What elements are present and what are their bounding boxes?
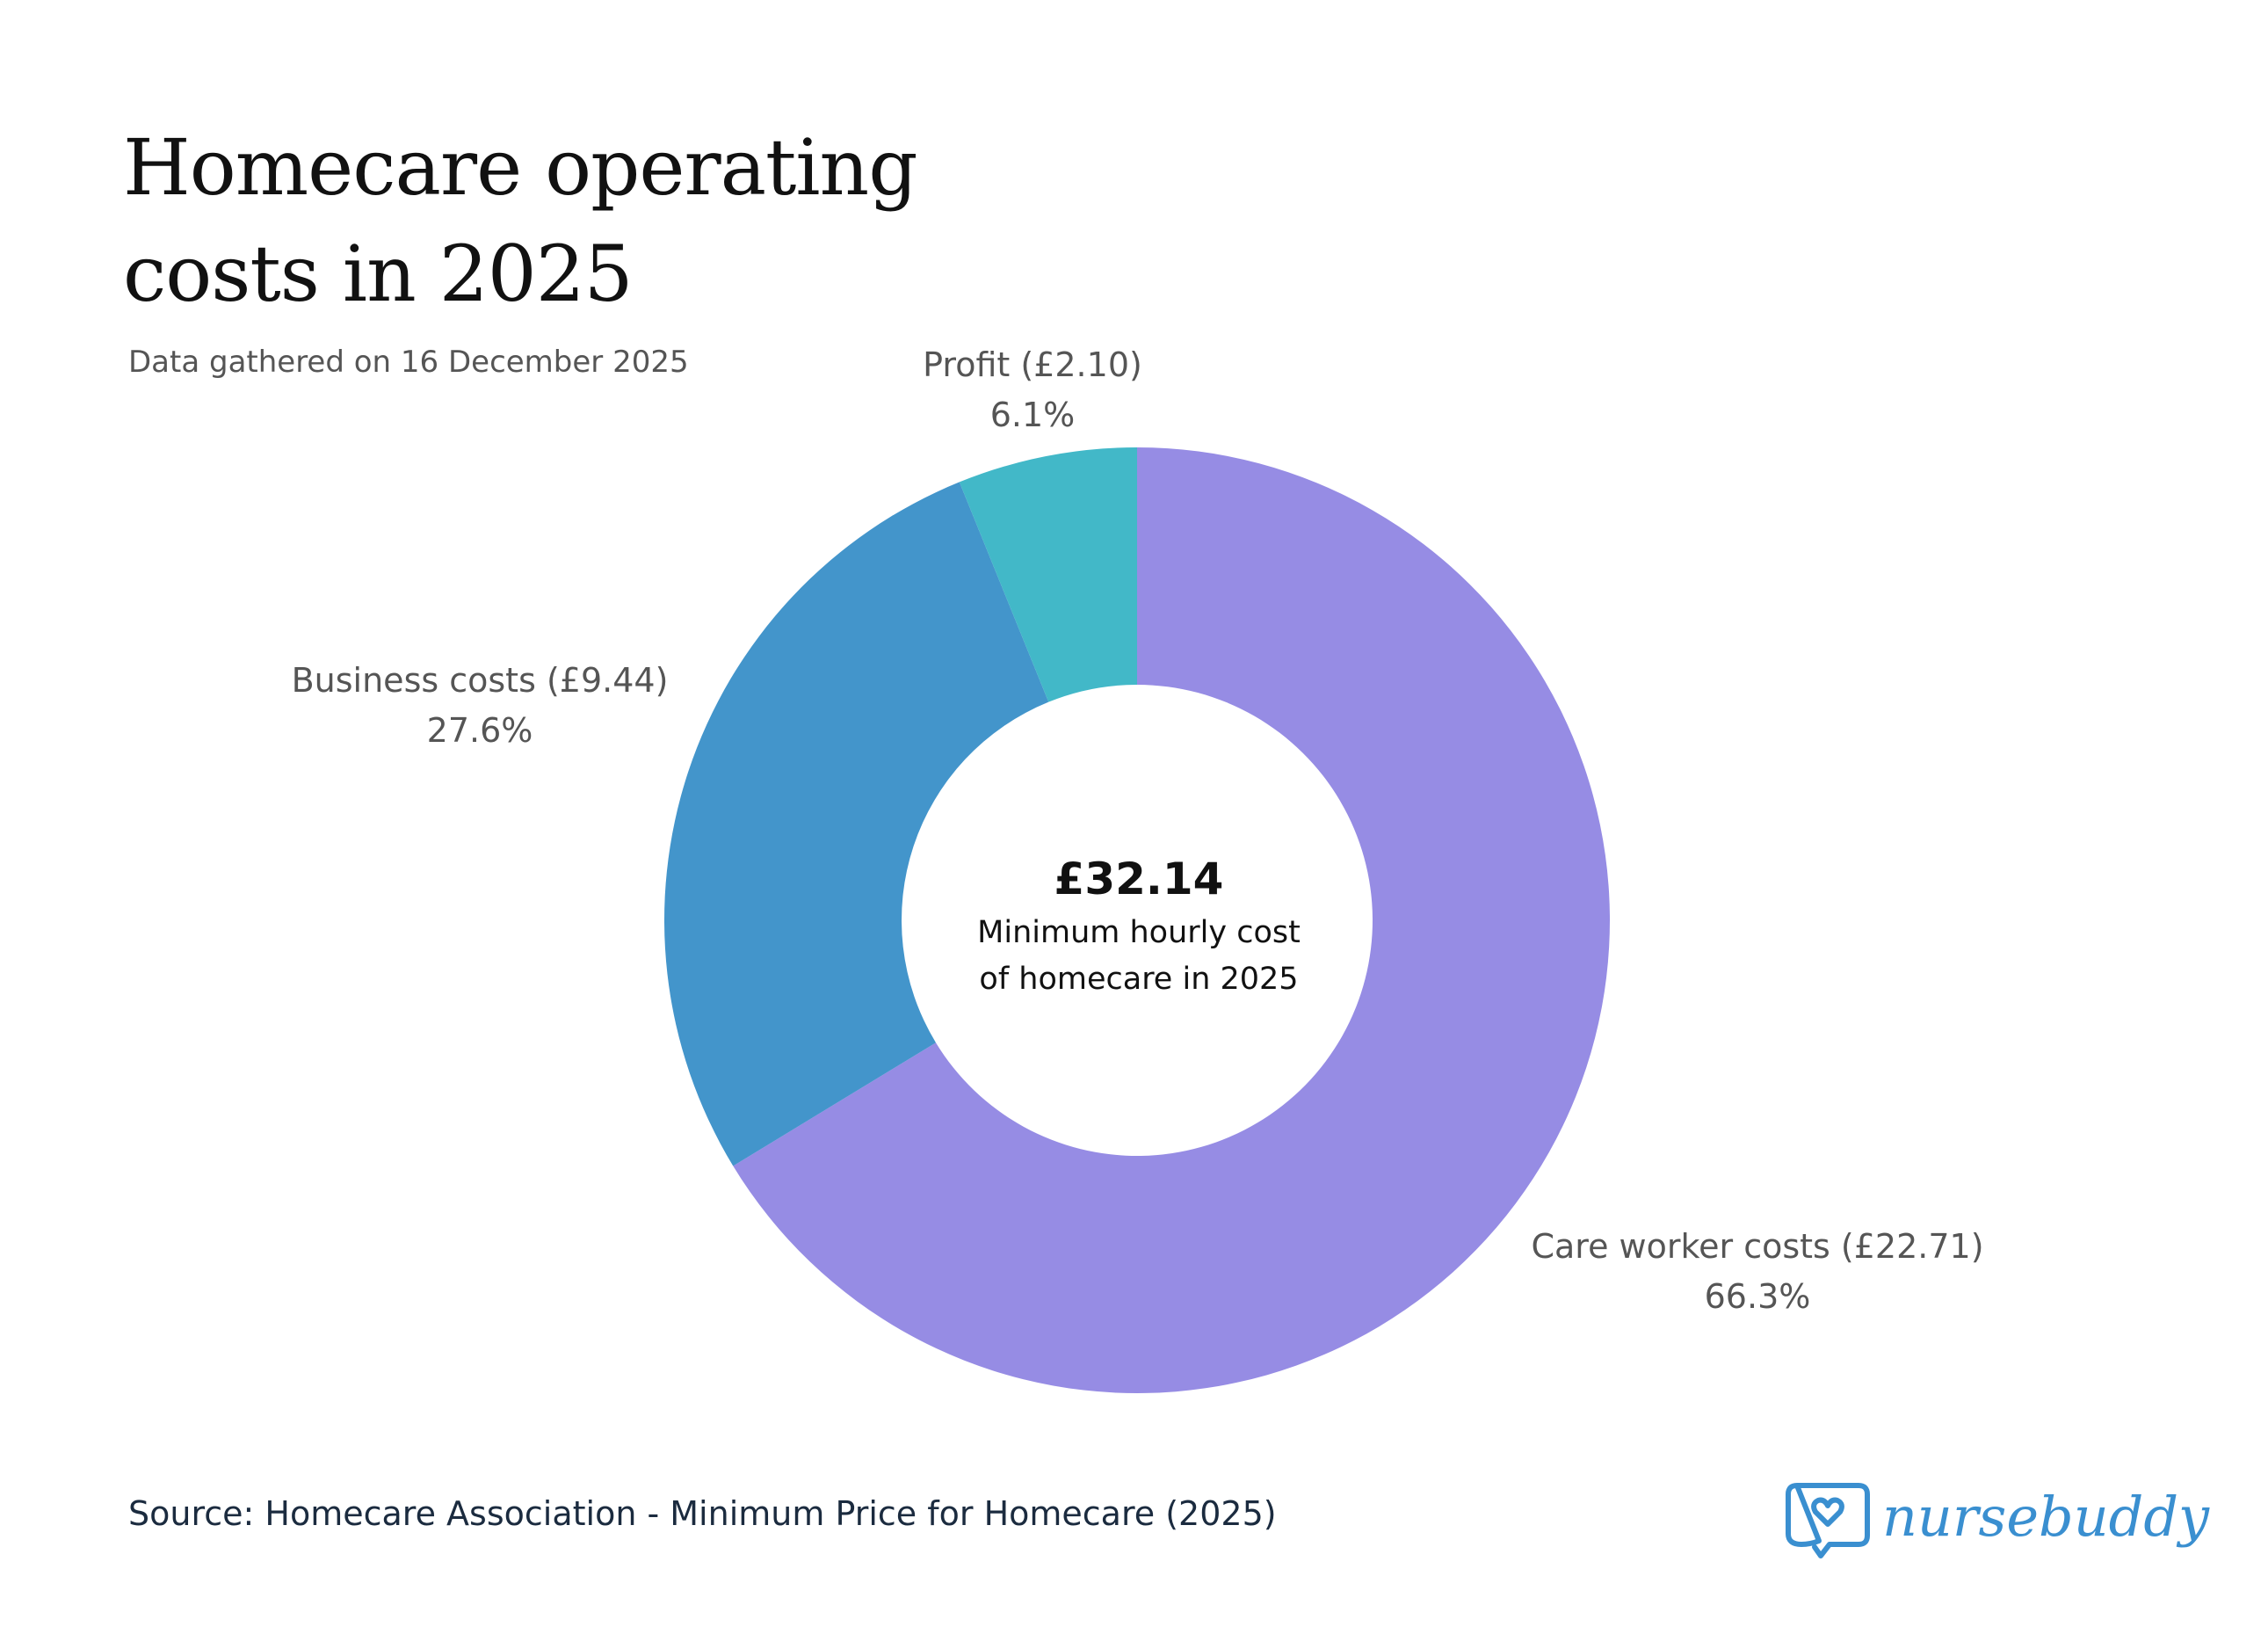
slice-label-business: Business costs (£9.44) 27.6% [292,656,669,756]
donut-center-label: £32.14 Minimum hourly cost of homecare i… [977,848,1301,1003]
slice-percent: 6.1% [989,396,1076,434]
total-caption-line2: of homecare in 2025 [979,962,1299,997]
slice-profit [959,447,1137,702]
slice-label-text: Business costs (£9.44) [291,661,669,700]
source-note: Source: Homecare Association - Minimum P… [128,1494,1277,1533]
slice-label-text: Care worker costs (£22.71) [1531,1227,1984,1266]
heart-speech-bubble-icon [1786,1483,1870,1558]
chart-title: Homecare operating costs in 2025 [123,122,918,319]
nursebuddy-logo: nursebuddy [1786,1483,2210,1558]
brand-name: nursebuddy [1882,1485,2210,1549]
slice-label-profit: Profit (£2.10) 6.1% [923,340,1142,440]
slice-label-care-worker: Care worker costs (£22.71) 66.3% [1531,1222,1983,1322]
slice-care-worker-costs [733,447,1610,1394]
chart-subtitle: Data gathered on 16 December 2025 [128,345,689,380]
slice-business-costs [663,482,1049,1166]
total-caption-line1: Minimum hourly cost [977,915,1301,950]
slice-label-text: Profit (£2.10) [923,345,1142,384]
slice-percent: 27.6% [426,711,533,750]
slice-percent: 66.3% [1704,1277,1811,1316]
total-value: £32.14 [1054,853,1224,904]
